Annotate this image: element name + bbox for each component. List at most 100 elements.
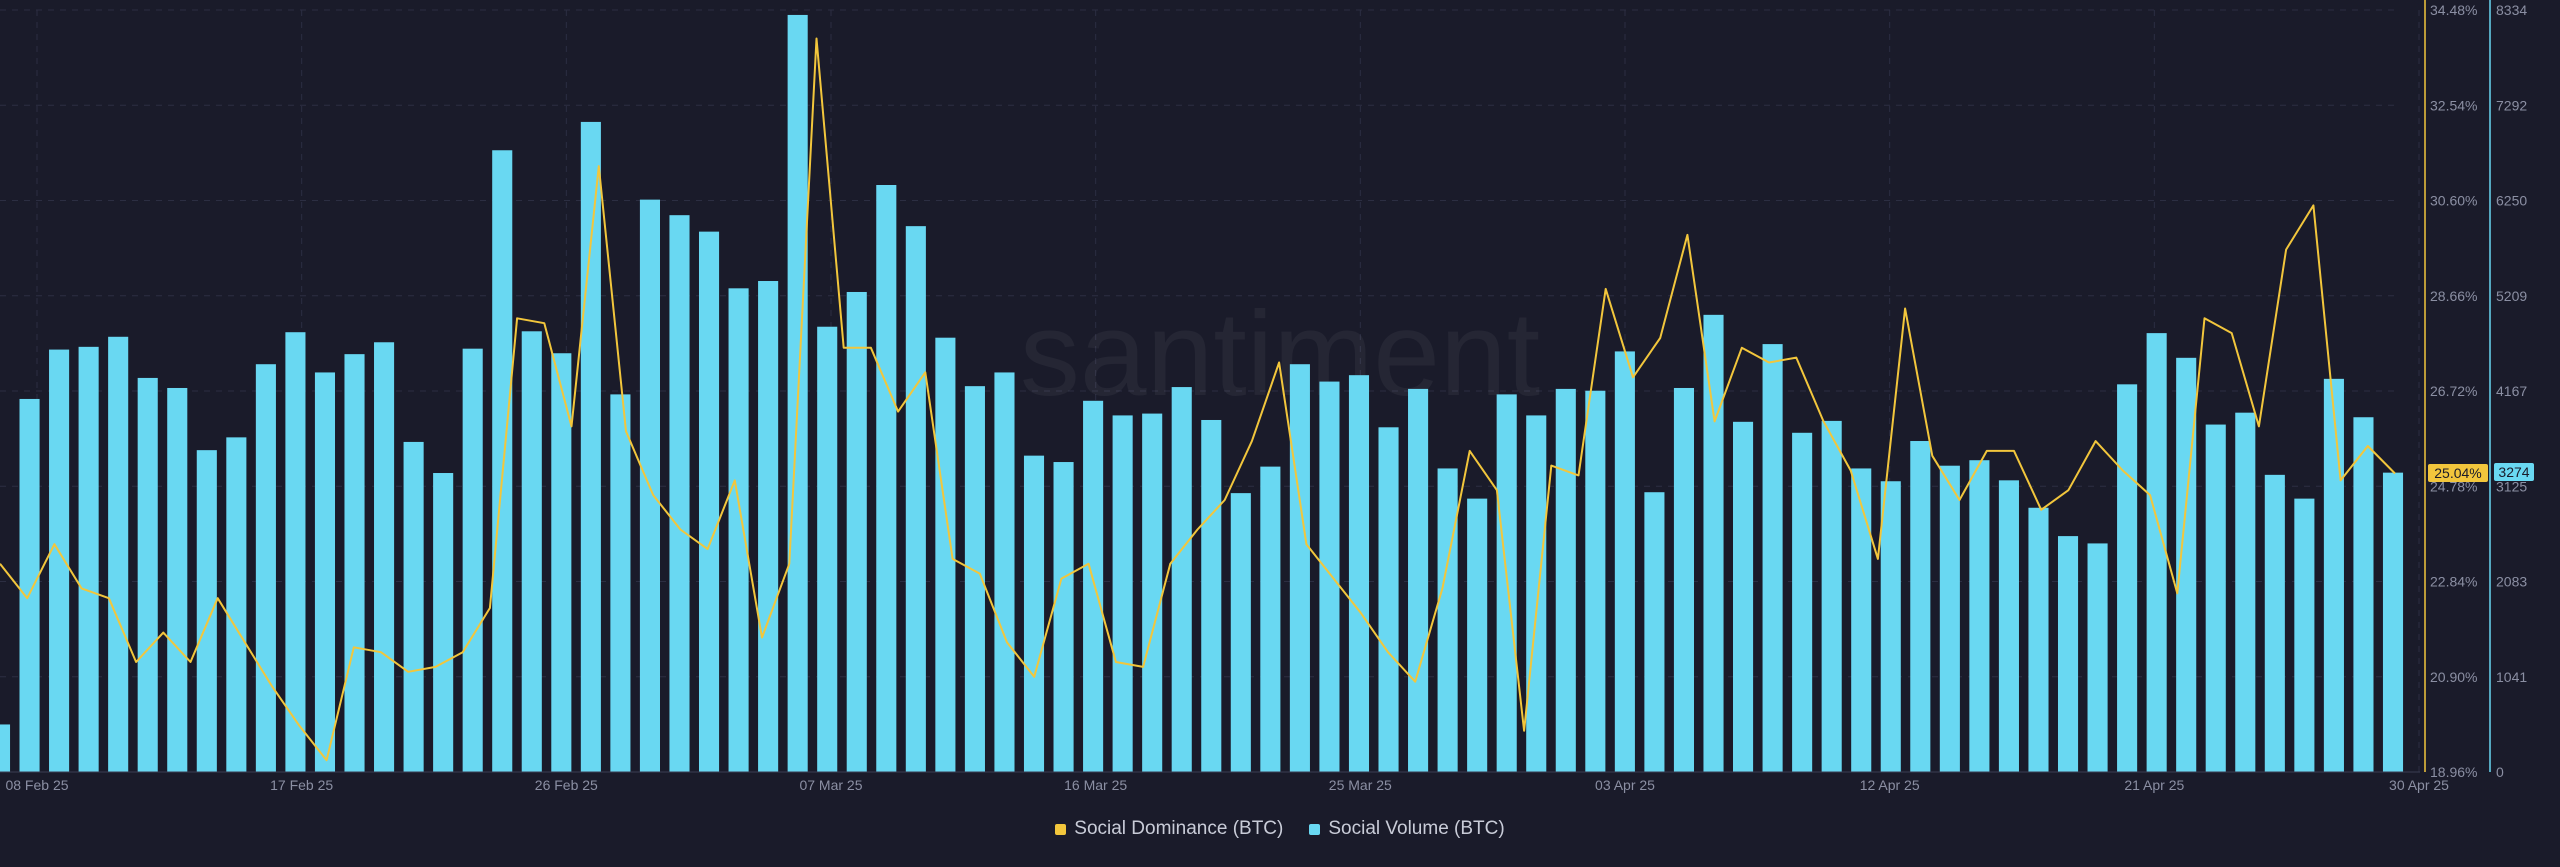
legend-swatch-dominance	[1055, 823, 1067, 835]
volume-bar	[2117, 384, 2138, 772]
y-left-tick-label: 20.90%	[2430, 669, 2477, 685]
y-right-tick-label: 7292	[2496, 97, 2527, 113]
volume-bar	[1614, 351, 1635, 772]
watermark: santiment	[1020, 287, 1540, 421]
volume-bar	[905, 226, 926, 773]
volume-bar	[551, 353, 572, 772]
volume-bar	[1437, 468, 1458, 772]
y-left-tick-label: 34.48%	[2430, 2, 2477, 18]
dominance-line	[0, 37, 2396, 762]
volume-bar	[1408, 388, 1429, 772]
volume-bar	[2382, 472, 2404, 772]
dominance-last-value-box	[2428, 464, 2488, 482]
y-right-tick-label: 5209	[2496, 288, 2527, 304]
volume-bar	[817, 326, 838, 772]
volume-bar	[19, 398, 40, 772]
x-tick-label: 26 Feb 25	[535, 777, 598, 793]
volume-bar	[1644, 492, 1665, 772]
volume-bar	[1998, 480, 2019, 772]
volume-bar	[2264, 474, 2285, 772]
x-tick-label: 30 Apr 25	[2389, 777, 2449, 793]
volume-bar	[521, 331, 542, 772]
y-right-tick-label: 3125	[2496, 478, 2527, 494]
volume-bar	[433, 473, 454, 772]
volume-bar	[1260, 466, 1281, 772]
y-left-tick-label: 22.84%	[2430, 574, 2477, 590]
volume-bar	[698, 231, 720, 773]
y-left-tick-label: 32.54%	[2430, 97, 2477, 113]
volume-last-value-box	[2494, 463, 2534, 481]
y-right-tick-label: 1041	[2496, 669, 2527, 685]
y-right-tick-label: 2083	[2496, 574, 2527, 590]
y-left-tick-label: 30.60%	[2430, 193, 2477, 209]
volume-bar	[1792, 432, 1813, 772]
volume-bar	[1673, 387, 1695, 772]
volume-bar	[964, 386, 985, 772]
x-tick-label: 07 Mar 25	[799, 777, 862, 793]
volume-bar	[669, 215, 690, 773]
x-tick-label: 25 Mar 25	[1329, 777, 1392, 793]
legend-swatch-volume	[1309, 823, 1321, 835]
x-tick-label: 03 Apr 25	[1595, 777, 1655, 793]
volume-bar	[2294, 498, 2315, 772]
volume-bar	[1585, 390, 1606, 772]
x-tick-label: 12 Apr 25	[1860, 777, 1920, 793]
dominance-last-value-label: 25.04%	[2434, 465, 2481, 481]
volume-bar	[1230, 493, 1251, 772]
volume-bar	[1733, 421, 1754, 772]
chart-legend: Social Dominance (BTC) Social Volume (BT…	[0, 818, 2560, 840]
volume-bar	[1348, 375, 1370, 772]
volume-bar	[2028, 507, 2049, 772]
y-right-tick-label: 4167	[2496, 383, 2527, 399]
volume-bar	[1378, 427, 1399, 772]
volume-bar	[314, 372, 336, 772]
volume-bar	[876, 185, 897, 772]
legend-item-dominance[interactable]: Social Dominance (BTC)	[1055, 818, 1283, 840]
legend-label-dominance: Social Dominance (BTC)	[1074, 818, 1284, 839]
volume-bar	[226, 437, 247, 772]
legend-item-volume[interactable]: Social Volume (BTC)	[1309, 818, 1505, 840]
volume-bar	[403, 441, 424, 772]
volume-bar	[2087, 543, 2108, 772]
axes-layer	[0, 0, 2491, 773]
volume-bar	[1319, 381, 1340, 772]
volume-bar	[78, 346, 99, 772]
volume-bar	[492, 150, 513, 772]
volume-bar	[610, 394, 631, 772]
volume-bar	[1171, 387, 1192, 772]
volume-bar	[1821, 420, 1842, 772]
y-left-tick-label: 18.96%	[2430, 764, 2477, 780]
volume-bar	[758, 281, 779, 772]
volume-bar	[935, 337, 956, 772]
volume-bar	[2205, 424, 2226, 772]
volume-bar	[1851, 468, 1872, 772]
volume-bar	[846, 291, 867, 772]
volume-bar	[994, 372, 1015, 772]
volume-bar	[255, 364, 276, 772]
volume-bar	[285, 332, 306, 772]
ticks-layer: 34.48% 8334 32.54% 7292 30.60% 6250 28.66% 5209…	[5, 2, 2527, 793]
x-tick-label: 16 Mar 25	[1064, 777, 1127, 793]
volume-bar	[580, 121, 601, 773]
volume-bar	[1023, 455, 1045, 772]
legend-label-volume: Social Volume (BTC)	[1328, 818, 1505, 839]
volume-bar	[2146, 333, 2167, 772]
y-right-tick-label: 0	[2496, 764, 2504, 780]
volume-bar	[1289, 364, 1310, 772]
volume-bar	[1555, 388, 1576, 772]
volume-bar	[1112, 415, 1133, 772]
volume-bar	[1201, 419, 1222, 772]
volume-bar	[1083, 400, 1104, 772]
y-right-tick-label: 6250	[2496, 193, 2527, 209]
volume-bar	[1142, 413, 1163, 772]
line-layer	[0, 37, 2396, 762]
y-left-tick-label: 26.72%	[2430, 383, 2477, 399]
x-tick-label: 21 Apr 25	[2124, 777, 2184, 793]
volume-bar	[462, 348, 483, 772]
volume-bar	[0, 724, 11, 772]
bars-layer	[0, 14, 2404, 773]
volume-bar	[374, 342, 395, 772]
volume-last-value-label: 3274	[2498, 464, 2529, 480]
volume-bar	[1939, 465, 1960, 772]
volume-bar	[1526, 415, 1547, 772]
